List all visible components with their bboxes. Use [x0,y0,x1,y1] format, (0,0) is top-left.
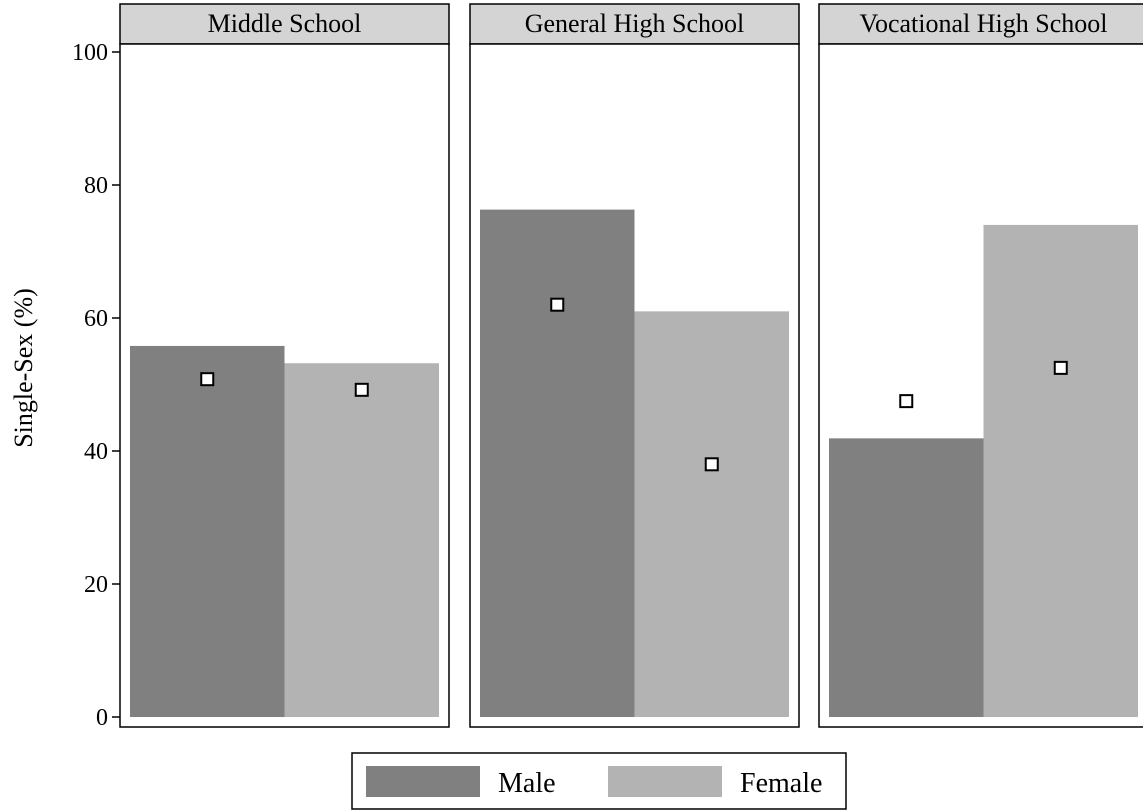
marker-female [1053,360,1068,375]
y-axis: Single-Sex (%) 0 20 40 60 80 100 [9,40,120,731]
y-tick-label: 100 [72,40,108,66]
y-axis-title: Single-Sex (%) [9,288,38,448]
y-tick-label: 0 [96,705,108,731]
legend-label-male: Male [498,768,556,799]
bar-male [480,209,635,718]
panel-header [119,3,450,45]
marker-male [200,372,215,387]
panel-0: Middle School [119,3,450,728]
legend-frame [351,752,847,810]
y-tick-label: 20 [84,572,108,598]
bar-female [634,311,789,717]
y-tick-label: 60 [84,306,108,332]
legend-swatch-female [608,766,722,797]
panel-header [469,3,800,45]
legend: Male Female [351,752,847,810]
panel-header [818,3,1143,45]
bar-male [829,438,984,717]
panel-1: General High School [469,3,800,728]
panel-2: Vocational High School [818,3,1143,728]
y-tick-label: 40 [84,439,108,465]
y-tick-label: 80 [84,173,108,199]
panel-title: General High School [525,9,745,38]
marker-male [550,297,565,312]
marker-male [899,394,914,409]
marker-female [354,382,369,397]
panel-title: Middle School [208,9,362,38]
bar-female [284,363,439,717]
panels-layer: Middle School General High School Vocation… [119,3,1143,728]
bar-male [130,345,285,717]
legend-label-female: Female [740,768,822,799]
marker-female [704,457,719,472]
bar-female [983,224,1138,717]
legend-swatch-male [366,766,480,797]
panel-title: Vocational High School [860,9,1108,38]
